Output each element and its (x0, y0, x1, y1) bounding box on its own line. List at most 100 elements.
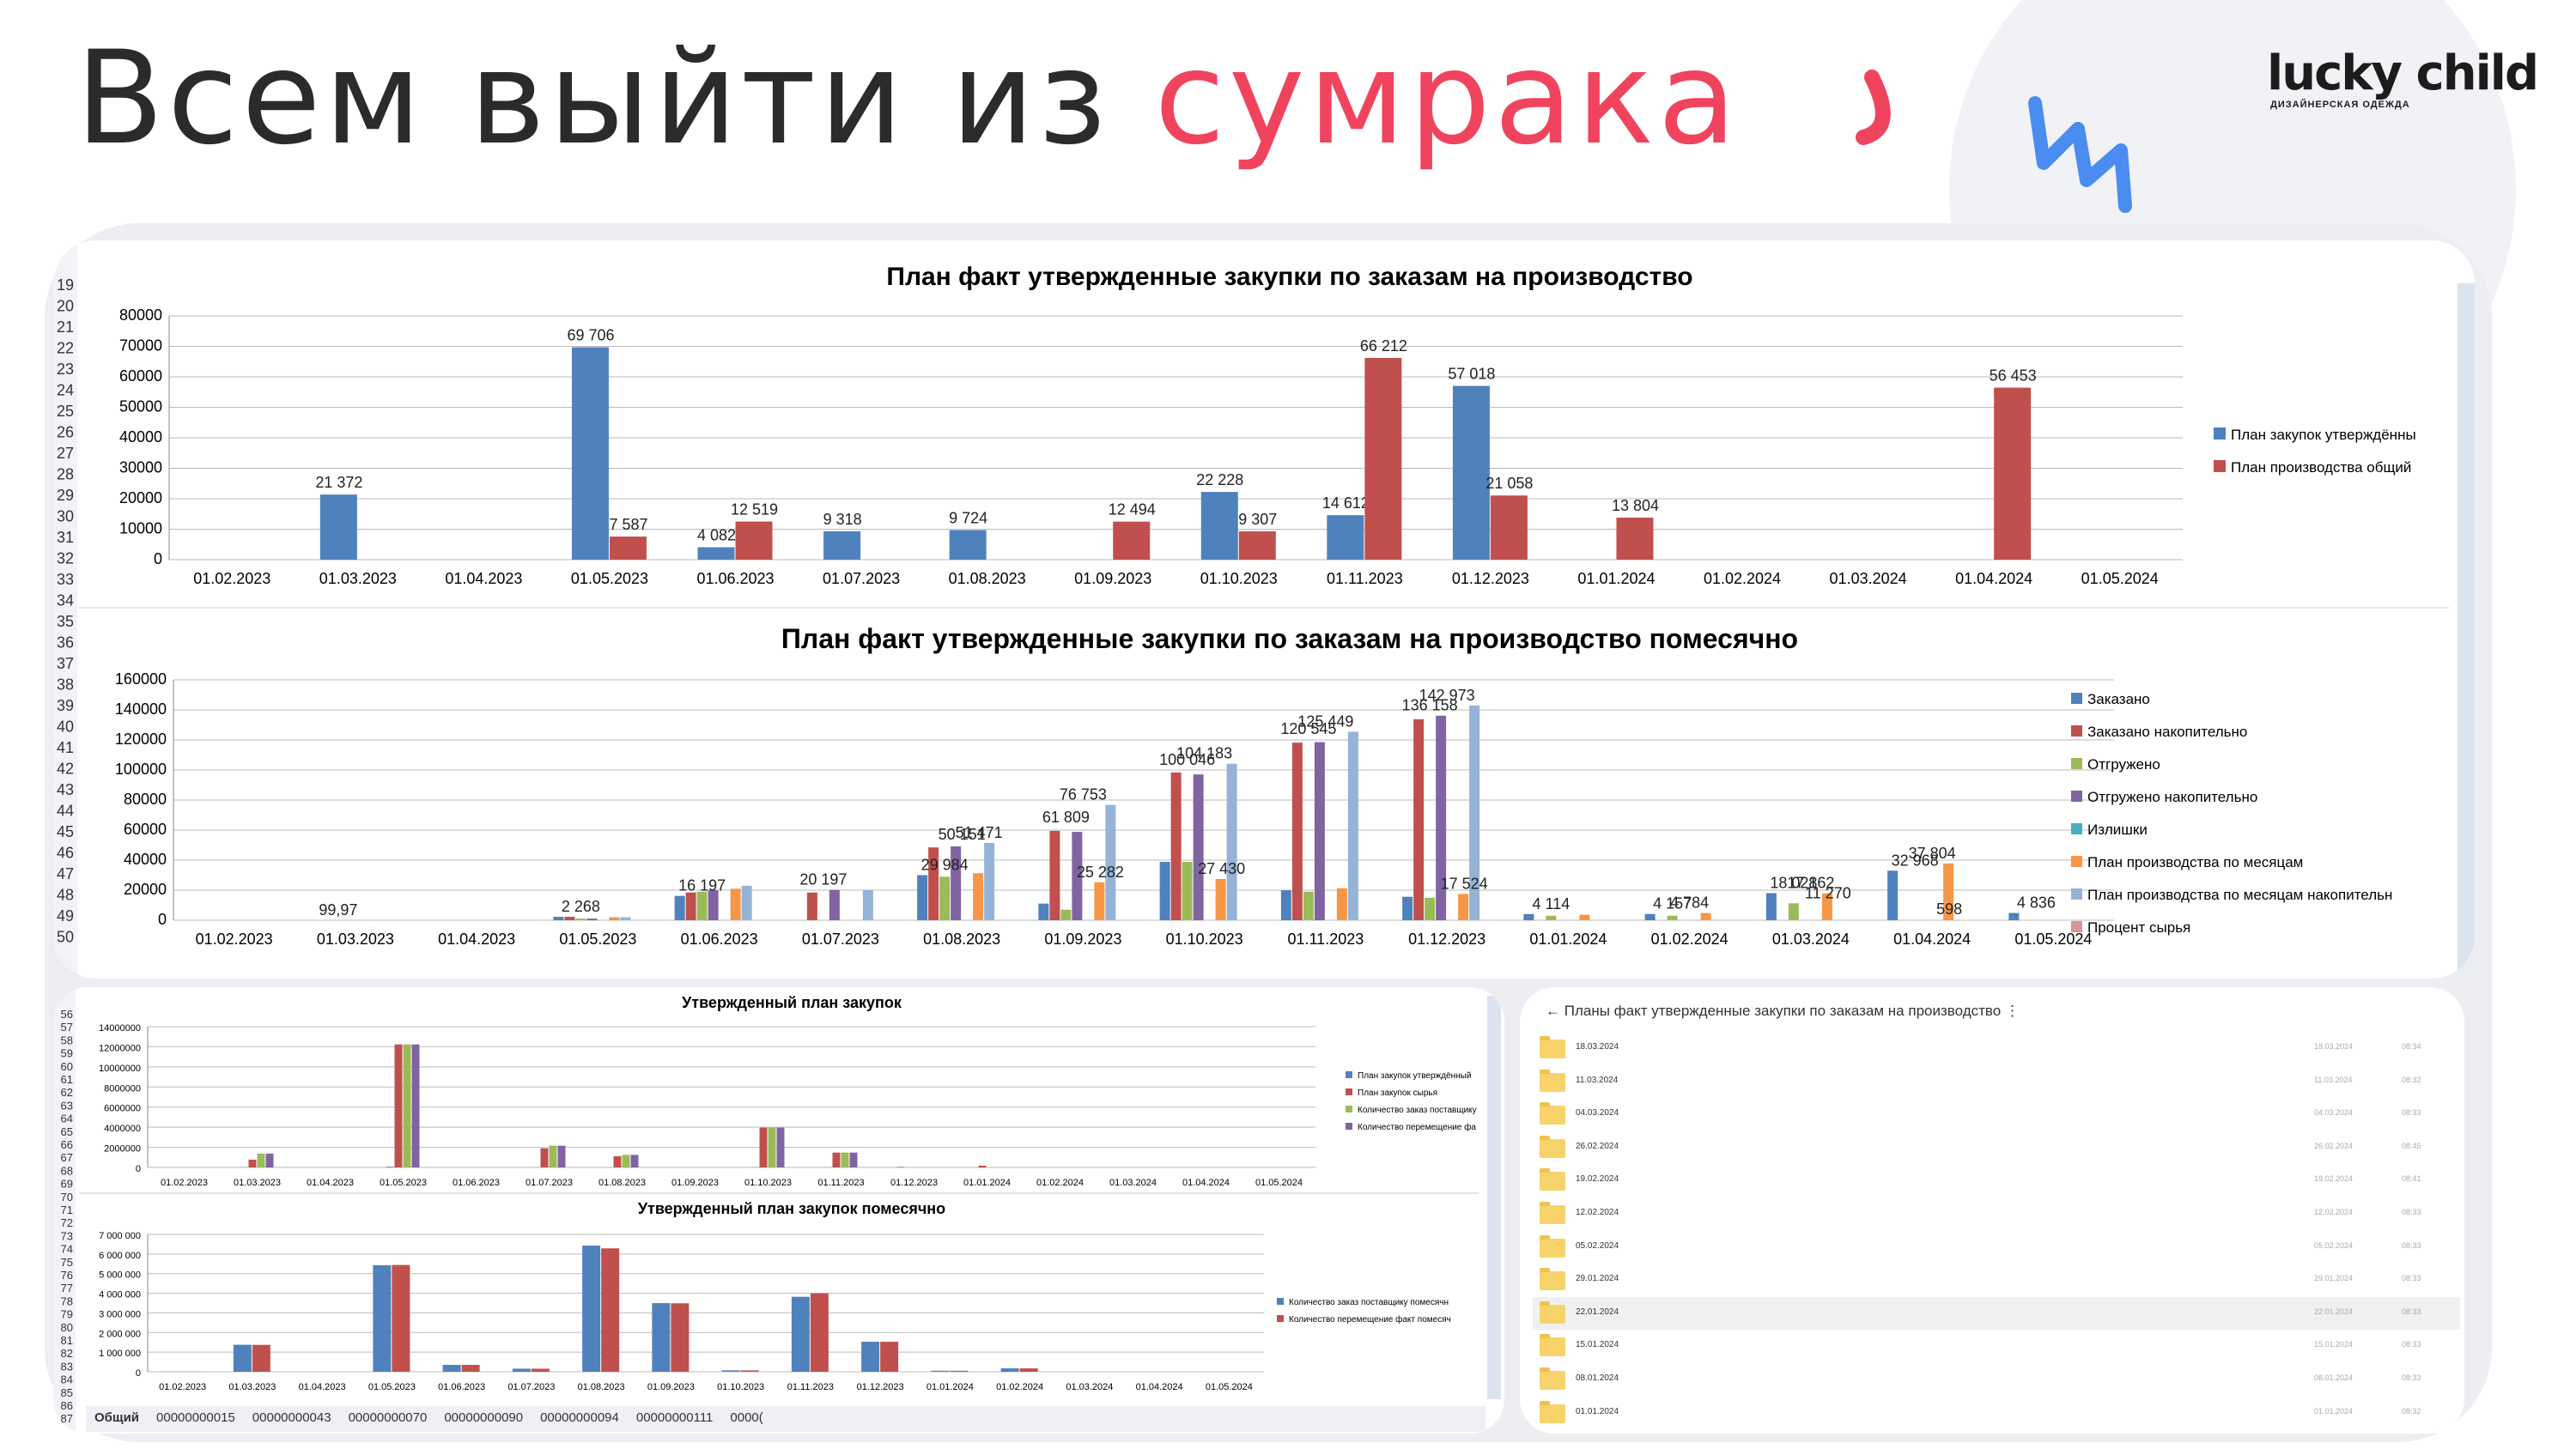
bar (1579, 914, 1590, 920)
bar (671, 1303, 690, 1372)
y-tick-label: 12000000 (99, 1043, 141, 1053)
bar (1226, 763, 1237, 920)
folder-time: 08:45 (2402, 1141, 2421, 1150)
row-number: 39 (57, 697, 74, 714)
y-tick-label: 0 (136, 1164, 141, 1174)
folder-row[interactable]: 18.03.2024 18.03.2024 08:34 (1533, 1032, 2460, 1064)
x-tick-label: 01.11.2023 (1287, 931, 1364, 948)
sheet-tab[interactable]: 00000000090 (444, 1410, 524, 1425)
folder-time: 08:33 (2402, 1307, 2421, 1316)
folder-row[interactable]: 12.02.2024 12.02.2024 08:33 (1533, 1197, 2460, 1230)
folder-row[interactable]: 01.01.2024 01.01.2024 08:32 (1533, 1397, 2460, 1429)
legend-entry: Количество заказ поставщику помесячн (1289, 1298, 1449, 1307)
folder-icon (1540, 1234, 1565, 1258)
folder-time: 08:34 (2402, 1042, 2421, 1051)
y-tick-label: 80000 (119, 306, 162, 324)
x-tick-label: 01.03.2024 (1772, 931, 1850, 948)
bar (1000, 1368, 1019, 1372)
bar (928, 847, 939, 920)
bar (609, 917, 620, 920)
bar (1159, 862, 1170, 920)
folder-row[interactable]: 08.01.2024 08.01.2024 08:33 (1533, 1363, 2460, 1396)
bar (549, 1145, 557, 1167)
sheet-tab[interactable]: 00000000070 (348, 1410, 428, 1425)
x-tick-label: 01.10.2023 (1166, 931, 1243, 948)
data-label: 51 471 (956, 824, 1003, 841)
bar (411, 1044, 420, 1167)
x-tick-label: 01.04.2023 (438, 931, 515, 948)
sheet-tab[interactable]: 00000000015 (156, 1410, 235, 1425)
data-label: 50 151 (939, 826, 986, 843)
x-tick-label: 01.07.2023 (507, 1382, 555, 1392)
bar (1700, 912, 1711, 920)
bar (1215, 878, 1226, 920)
folder-row[interactable]: 15.01.2024 15.01.2024 08:33 (1533, 1330, 2460, 1362)
sheet-tab[interactable]: 0000( (730, 1410, 763, 1425)
bar (1887, 870, 1899, 920)
folder-row[interactable]: 29.01.2024 29.01.2024 08:33 (1533, 1264, 2460, 1296)
x-tick-label: 01.03.2024 (1830, 570, 1907, 587)
bar (841, 1152, 849, 1167)
sheet-tab[interactable]: 00000000043 (252, 1410, 331, 1425)
x-tick-label: 01.05.2023 (559, 931, 636, 948)
bar (740, 1370, 759, 1372)
folder-row[interactable]: 26.02.2024 26.02.2024 08:45 (1533, 1131, 2460, 1164)
row-number: 83 (61, 1360, 73, 1373)
x-tick-label: 01.08.2023 (923, 931, 1000, 948)
sheet-tabs-bar: Общий 00000000015 00000000043 00000000070 00… (86, 1406, 1485, 1432)
y-tick-label: 160000 (115, 670, 167, 688)
data-label: 4 784 (1670, 894, 1709, 912)
sheet-tab[interactable]: 00000000094 (540, 1410, 619, 1425)
folder-row[interactable]: 05.02.2024 05.02.2024 08:33 (1533, 1231, 2460, 1264)
row-number: 27 (57, 445, 74, 462)
bar (1425, 897, 1436, 920)
data-label: 32 968 (1892, 852, 1939, 869)
row-number: 80 (61, 1321, 73, 1334)
x-tick-label: 01.05.2023 (368, 1382, 416, 1392)
vertical-scrollbar[interactable] (1487, 996, 1501, 1399)
bar (1469, 705, 1480, 920)
y-tick-label: 5 000 000 (99, 1270, 141, 1281)
x-tick-label: 01.01.2024 (963, 1178, 1011, 1188)
folder-row[interactable]: 19.02.2024 19.02.2024 08:41 (1533, 1164, 2460, 1197)
folder-icon (1540, 1102, 1565, 1125)
folder-row[interactable]: 22.01.2024 22.01.2024 08:33 (1533, 1296, 2460, 1330)
row-number: 43 (57, 781, 74, 798)
more-icon[interactable]: ⋮ (2004, 1003, 2020, 1019)
data-label: 125 449 (1297, 712, 1353, 730)
folder-row[interactable]: 11.03.2024 11.03.2024 08:32 (1533, 1065, 2460, 1098)
data-label: 13 804 (1612, 497, 1659, 514)
legend-entry: План производства по месяцам накопительн (2087, 887, 2392, 903)
bar (939, 876, 951, 920)
folder-name: 15.01.2024 (1576, 1340, 1619, 1350)
x-tick-label: 01.04.2023 (299, 1382, 346, 1392)
legend-entry: План производства по месяцам (2087, 854, 2303, 870)
x-tick-label: 01.06.2023 (696, 570, 774, 587)
bar (1019, 1368, 1038, 1372)
x-tick-label: 01.05.2024 (2081, 570, 2159, 587)
row-number: 71 (61, 1203, 73, 1216)
data-label: 120 545 (1280, 720, 1336, 737)
data-label: 7 587 (609, 516, 647, 533)
sheet-tab[interactable]: Общий (94, 1410, 140, 1425)
bar (1452, 385, 1490, 560)
y-tick-label: 80000 (124, 791, 167, 808)
sheet-tab[interactable]: 00000000111 (635, 1410, 714, 1425)
row-number: 36 (57, 634, 74, 652)
back-arrow-icon[interactable]: ← (1546, 1003, 1560, 1019)
x-tick-label: 01.07.2023 (802, 931, 879, 948)
data-label: 29 984 (921, 857, 969, 874)
bar (1402, 896, 1413, 920)
folder-row[interactable]: 04.03.2024 04.03.2024 08:33 (1533, 1098, 2460, 1131)
vertical-scrollbar[interactable] (2458, 283, 2475, 970)
bar (1238, 530, 1276, 560)
excel-bottom-charts: 5657585960616263646566676869707172737475… (53, 987, 1501, 1434)
x-tick-label: 01.02.2023 (161, 1178, 208, 1188)
data-label: 9 307 (1238, 511, 1277, 528)
y-tick-label: 0 (158, 911, 167, 928)
bar (319, 494, 357, 560)
row-number: 30 (57, 508, 74, 525)
x-tick-label: 01.09.2023 (1044, 931, 1121, 948)
folder-time: 08:33 (2402, 1108, 2421, 1118)
row-number: 60 (61, 1060, 73, 1073)
